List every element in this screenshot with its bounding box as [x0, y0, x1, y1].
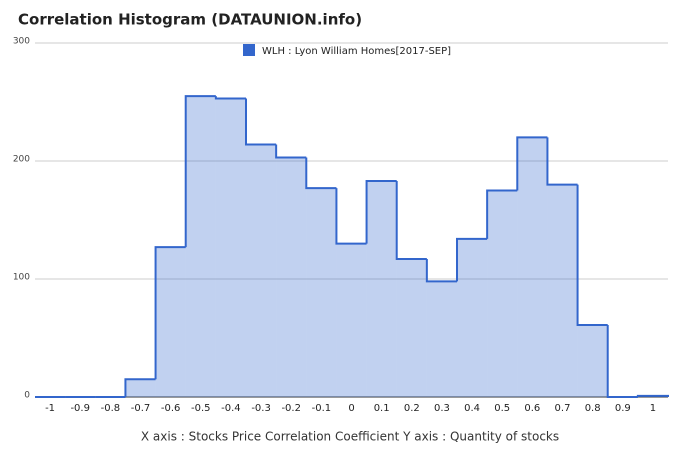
x-tick-label: -0.7: [131, 403, 151, 414]
x-tick-label: 0.3: [434, 403, 450, 414]
bin-area: [426, 281, 457, 397]
bin-area: [215, 98, 246, 398]
x-tick-label: 0.1: [374, 403, 390, 414]
x-tick-label: -0.2: [281, 403, 301, 414]
legend-label: WLH : Lyon William Homes[2017-SEP]: [262, 46, 451, 57]
bin-area: [547, 184, 578, 397]
legend-swatch: [243, 44, 255, 56]
x-tick-label: -0.1: [312, 403, 332, 414]
y-tick-label: 0: [24, 391, 30, 401]
x-tick-label: -0.5: [191, 403, 211, 414]
bin-outline: [516, 136, 548, 191]
x-tick-label: 0.7: [555, 403, 571, 414]
bin-area: [185, 96, 216, 397]
bin-area: [577, 325, 608, 397]
x-tick-label: 0.8: [585, 403, 601, 414]
bin-outline: [576, 184, 608, 327]
x-tick-label: 0.5: [494, 403, 510, 414]
x-tick-label: 0.9: [615, 403, 631, 414]
x-tick-label: -0.6: [161, 403, 181, 414]
bin-outline: [425, 258, 457, 283]
y-tick-label: 200: [13, 155, 30, 165]
bin-area: [125, 379, 156, 397]
x-tick-label: 0.2: [404, 403, 420, 414]
bin-outline: [335, 188, 367, 245]
bin-outline: [124, 378, 156, 397]
bin-area: [276, 157, 307, 397]
x-tick-label: 0: [348, 403, 354, 414]
bin-area: [517, 137, 548, 397]
bin-outline: [486, 189, 518, 239]
bin-outline: [154, 246, 186, 380]
bin-outline: [184, 95, 216, 248]
bin-outline: [395, 181, 427, 260]
x-tick-label: 1: [650, 403, 656, 414]
bin-outline: [245, 98, 277, 146]
x-axis-label: X axis : Stocks Price Correlation Coeffi…: [141, 430, 559, 444]
x-tick-label: -1: [45, 403, 55, 414]
x-tick-label: 0.6: [524, 403, 540, 414]
bin-outline: [546, 137, 578, 186]
bin-area: [366, 181, 397, 397]
bin-area: [246, 144, 277, 397]
bin-area: [396, 258, 427, 397]
bin-outline: [305, 157, 337, 190]
x-tick-label: -0.4: [221, 403, 241, 414]
bin-outline: [606, 325, 638, 398]
bin-area: [457, 238, 488, 397]
x-tick-label: 0.4: [464, 403, 480, 414]
bin-area: [487, 190, 518, 397]
x-tick-label: -0.3: [251, 403, 271, 414]
bin-outline: [456, 237, 488, 282]
bin-area: [336, 243, 367, 397]
bin-outline: [214, 96, 246, 100]
chart-title: Correlation Histogram (DATAUNION.info): [18, 11, 362, 29]
bin-area: [155, 247, 186, 397]
bin-outline: [365, 180, 397, 244]
bin-outline: [636, 394, 669, 397]
bin-outline: [275, 144, 307, 159]
x-tick-label: -0.8: [101, 403, 121, 414]
y-tick-label: 100: [13, 273, 30, 283]
bin-area: [306, 188, 337, 397]
x-tick-label: -0.9: [70, 403, 90, 414]
y-tick-label: 300: [13, 37, 30, 47]
